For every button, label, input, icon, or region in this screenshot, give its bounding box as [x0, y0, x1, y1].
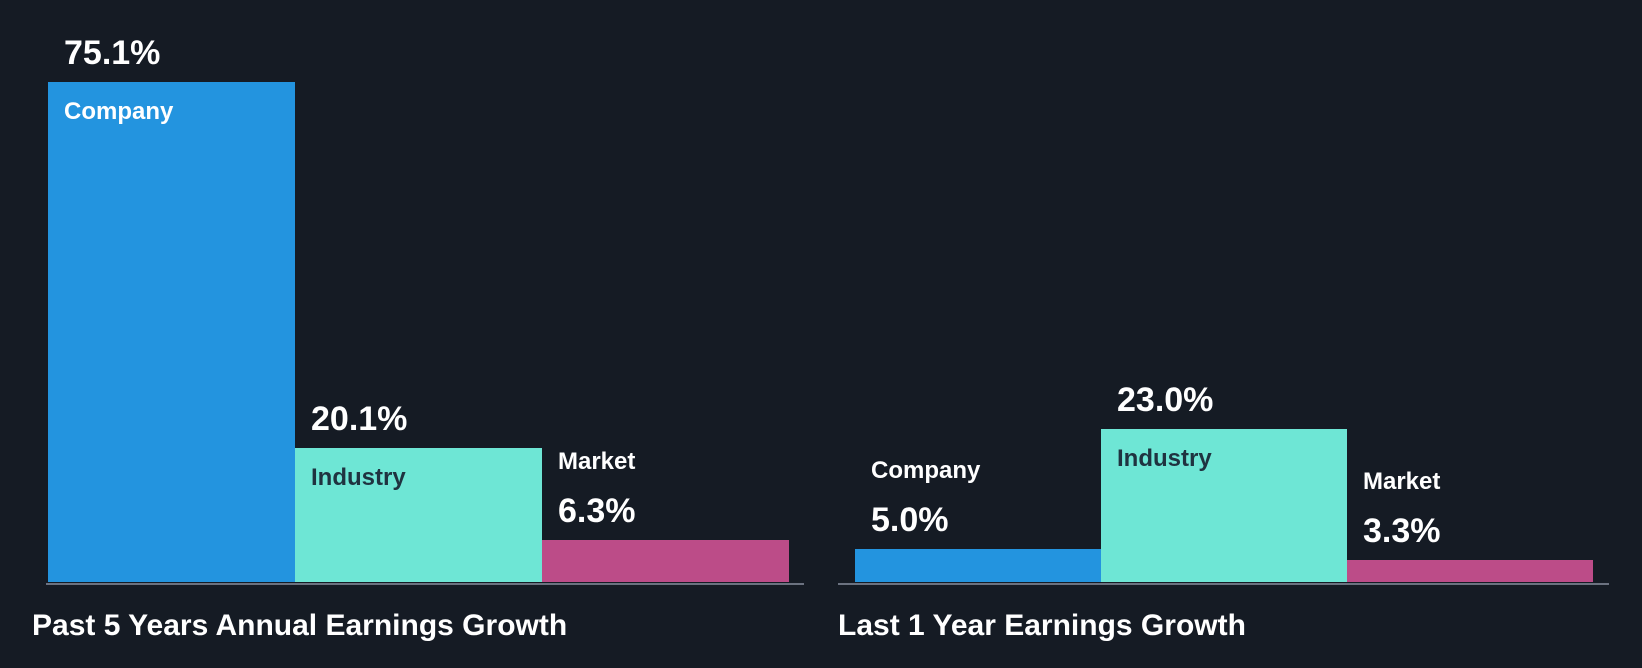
bar-market: [542, 540, 789, 582]
bar-company: [855, 548, 1101, 582]
chart-title: Last 1 Year Earnings Growth: [838, 609, 1246, 642]
category-label-company: Company: [64, 98, 174, 125]
category-label-market: Market: [1363, 468, 1441, 496]
value-label-market: 3.3%: [1363, 512, 1441, 551]
value-label-industry: 23.0%: [1117, 380, 1214, 419]
bar-market: [1347, 560, 1593, 582]
category-label-industry: Industry: [311, 464, 406, 492]
bar-company: [48, 82, 295, 582]
category-label-company: Company: [871, 456, 981, 484]
value-label-company: 5.0%: [871, 500, 949, 539]
bar-industry: [1101, 428, 1347, 582]
baseline: [838, 583, 1609, 585]
value-label-company: 75.1%: [64, 34, 161, 72]
value-label-industry: 20.1%: [311, 400, 408, 439]
baseline: [46, 583, 804, 585]
category-label-market: Market: [558, 448, 636, 476]
value-label-market: 6.3%: [558, 492, 636, 531]
bar-industry: [295, 448, 542, 582]
chart-title: Past 5 Years Annual Earnings Growth: [32, 609, 568, 642]
category-label-industry: Industry: [1117, 444, 1212, 472]
